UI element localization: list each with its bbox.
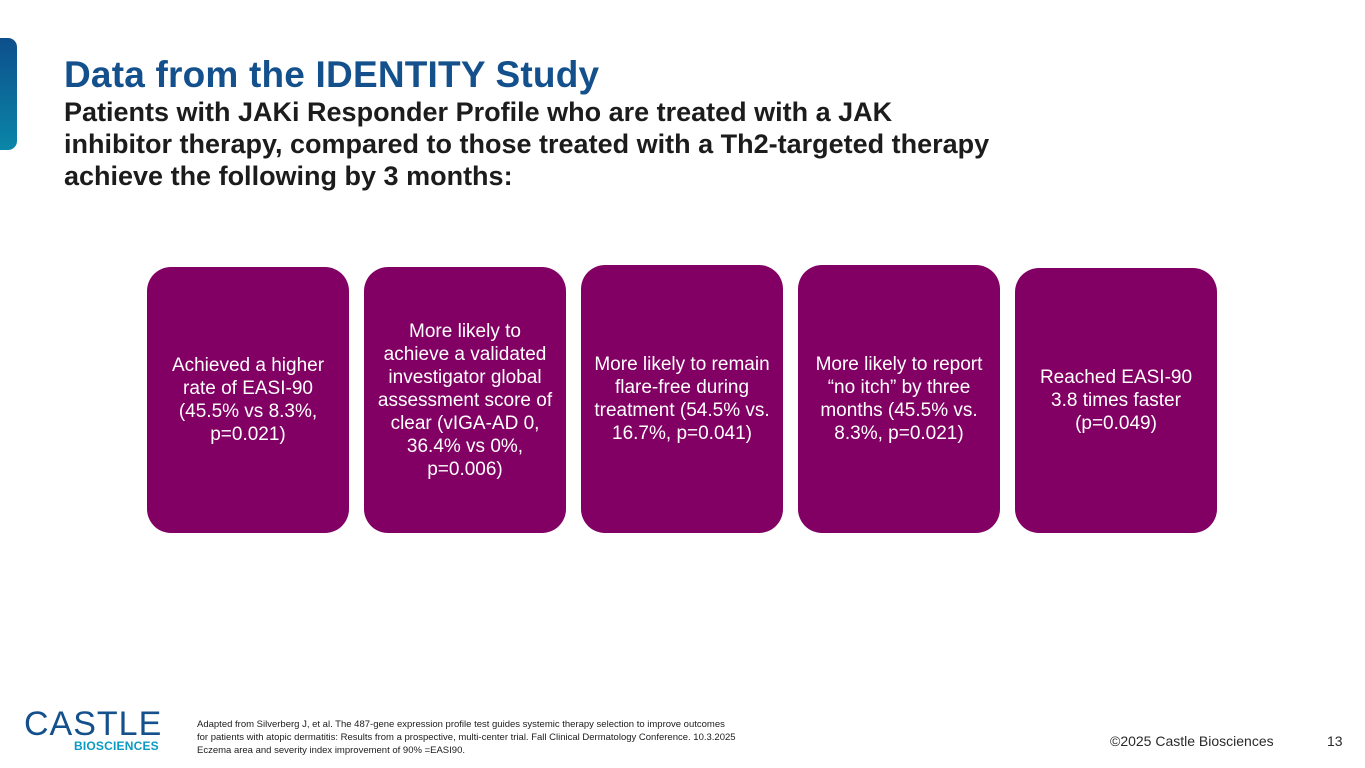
castle-biosciences-logo: CASTLE BIOSCIENCES xyxy=(24,706,164,754)
result-card-text: Achieved a higher rate of EASI-90 (45.5%… xyxy=(171,355,325,445)
result-card-flare-free: More likely to remain flare-free during … xyxy=(581,265,783,533)
references: Adapted from Silverberg J, et al. The 48… xyxy=(197,718,857,757)
logo-wordmark: CASTLE xyxy=(24,705,163,743)
slide-title: Data from the IDENTITY Study xyxy=(64,54,600,95)
result-card-text: More likely to achieve a validated inves… xyxy=(377,320,553,480)
logo-subtext: BIOSCIENCES xyxy=(74,739,159,753)
reference-line: for patients with atopic dermatitis: Res… xyxy=(197,732,736,743)
accent-bar xyxy=(0,38,17,150)
result-card-text: Reached EASI-90 3.8 times faster (p=0.04… xyxy=(1039,367,1193,434)
slide-subtitle: Patients with JAKi Responder Profile who… xyxy=(64,97,990,191)
result-card-text: More likely to report “no itch” by three… xyxy=(815,354,983,444)
result-card-text: More likely to remain flare-free during … xyxy=(594,354,770,444)
copyright-notice: ©2025 Castle Biosciences xyxy=(1110,733,1274,749)
result-card-easi90-rate: Achieved a higher rate of EASI-90 (45.5%… xyxy=(147,267,349,533)
page-number: 13 xyxy=(1327,733,1343,749)
result-card-viga-clear: More likely to achieve a validated inves… xyxy=(364,267,566,533)
result-card-easi90-speed: Reached EASI-90 3.8 times faster (p=0.04… xyxy=(1015,268,1217,533)
reference-line: Adapted from Silverberg J, et al. The 48… xyxy=(197,719,725,730)
reference-line: Eczema area and severity index improveme… xyxy=(197,745,465,756)
result-card-no-itch: More likely to report “no itch” by three… xyxy=(798,265,1000,533)
